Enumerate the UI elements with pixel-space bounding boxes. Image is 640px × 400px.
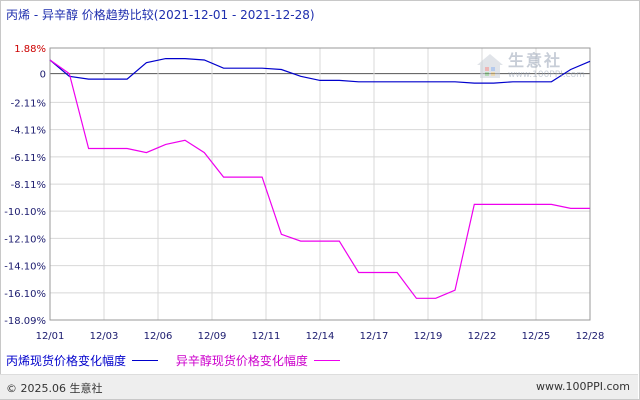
x-tick-label: 12/25 [522, 331, 551, 342]
y-tick-label: -4.11% [11, 126, 46, 137]
x-tick-label: 12/28 [576, 331, 605, 342]
y-tick-label: 0 [40, 70, 46, 81]
y-tick-label: -14.10% [4, 262, 46, 273]
legend: 丙烯现货价格变化幅度 异辛醇现货价格变化幅度 [6, 352, 354, 369]
legend-item-series2: 异辛醇现货价格变化幅度 [176, 352, 340, 369]
x-tick-label: 12/22 [468, 331, 497, 342]
x-tick-label: 12/19 [414, 331, 443, 342]
series-line-2 [49, 59, 590, 299]
y-tick-label: -6.11% [11, 153, 46, 164]
website-link[interactable]: www.100PPI.com [536, 380, 630, 393]
chart-title: 丙烯 - 异辛醇 价格趋势比较(2021-12-01 - 2021-12-28) [6, 8, 315, 22]
x-tick-label: 12/06 [144, 331, 173, 342]
watermark: 生意社 www.100PPI.com [476, 52, 585, 80]
copyright-text: © 2025.06 生意社 [6, 382, 103, 395]
y-tick-label: 1.88% [14, 44, 46, 55]
legend-line-series1 [132, 360, 159, 361]
watermark-name: 生意社 [508, 51, 563, 70]
x-tick-label: 12/01 [36, 331, 65, 342]
y-tick-label: -18.09% [4, 316, 46, 327]
legend-label-series1: 丙烯现货价格变化幅度 [6, 354, 127, 368]
y-tick-label: -10.10% [4, 207, 46, 218]
series-line-1 [49, 58, 591, 84]
x-tick-label: 12/17 [360, 331, 389, 342]
legend-line-series2 [313, 360, 340, 361]
y-tick-label: -12.10% [4, 234, 46, 245]
house-logo-icon [477, 54, 503, 78]
footer: © 2025.06 生意社 www.100PPI.com [0, 374, 638, 399]
y-tick-label: -16.10% [4, 289, 46, 300]
legend-label-series2: 异辛醇现货价格变化幅度 [175, 354, 308, 368]
plot-area-border [49, 47, 591, 321]
legend-item-series1: 丙烯现货价格变化幅度 [6, 352, 159, 369]
watermark-site: www.100PPI.com [508, 70, 585, 80]
y-tick-label: -8.11% [11, 180, 46, 191]
x-tick-label: 12/11 [252, 331, 281, 342]
x-tick-label: 12/03 [90, 331, 119, 342]
x-tick-label: 12/14 [306, 331, 335, 342]
x-tick-label: 12/09 [198, 331, 227, 342]
y-tick-label: -2.11% [11, 98, 46, 109]
